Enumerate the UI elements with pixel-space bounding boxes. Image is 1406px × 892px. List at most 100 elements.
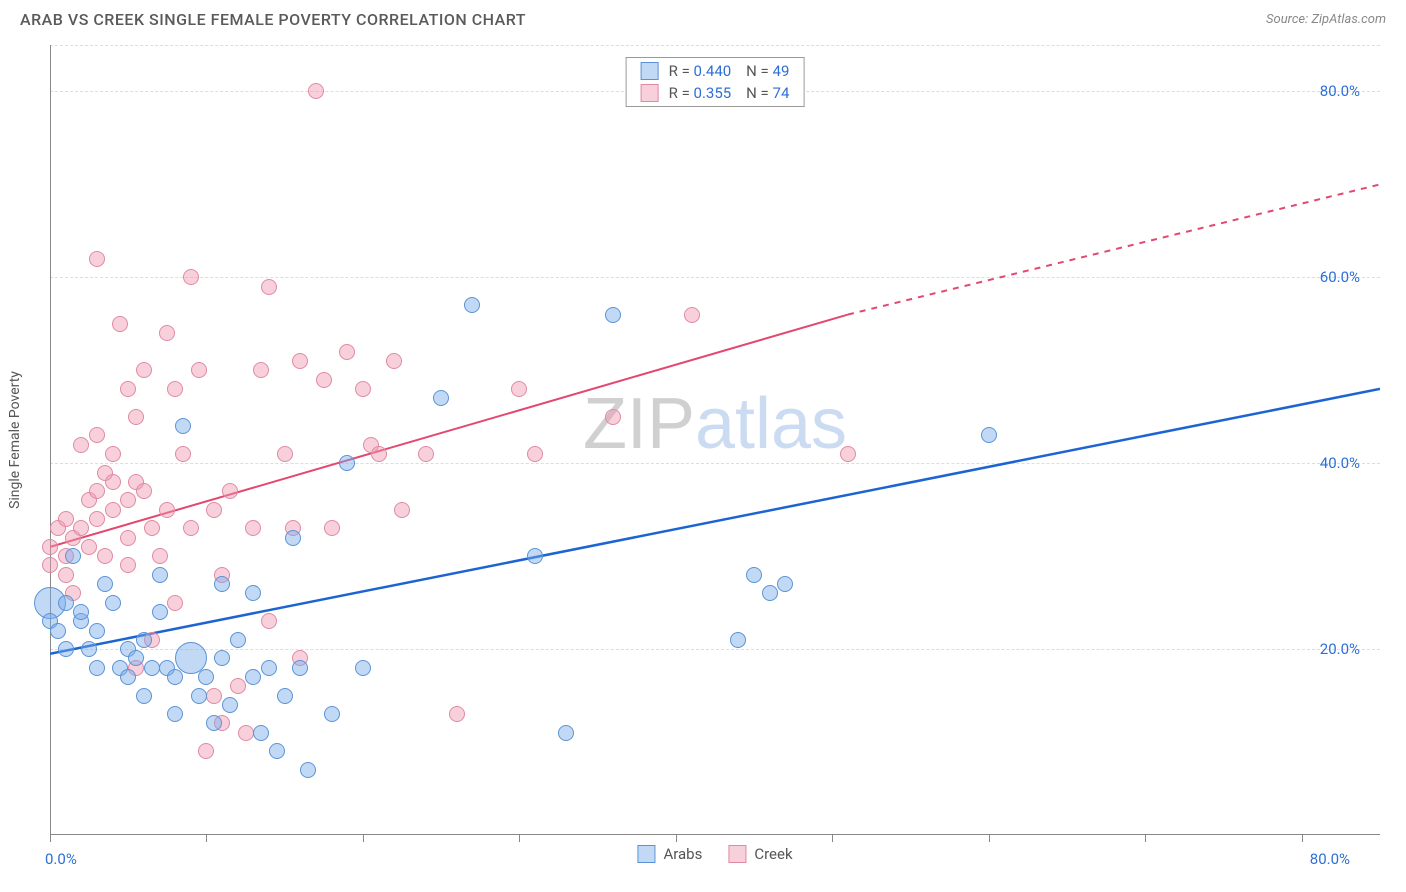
- arabs-point: [292, 660, 308, 676]
- creek-point: [511, 381, 527, 397]
- creek-point: [238, 725, 254, 741]
- arabs-point: [152, 604, 168, 620]
- trendlines-svg: [50, 45, 1380, 835]
- creek-point: [253, 362, 269, 378]
- correlation-legend-row-creek: R = 0.355 N = 74: [627, 82, 804, 104]
- creek-point: [42, 539, 58, 555]
- gridline: [50, 463, 1380, 464]
- creek-point: [112, 316, 128, 332]
- creek-point: [136, 362, 152, 378]
- creek-point: [144, 520, 160, 536]
- arabs-point: [175, 418, 191, 434]
- creek-point: [73, 437, 89, 453]
- creek-point: [167, 381, 183, 397]
- creek-point: [222, 483, 238, 499]
- arabs-point: [300, 762, 316, 778]
- creek-point: [159, 502, 175, 518]
- arabs-point: [144, 660, 160, 676]
- x-tick: [519, 834, 520, 842]
- creek-point: [449, 706, 465, 722]
- creek-swatch-icon: [641, 84, 659, 102]
- series-legend: Arabs Creek: [637, 845, 792, 863]
- arabs-point: [73, 604, 89, 620]
- creek-point: [120, 557, 136, 573]
- y-axis-line: [50, 45, 51, 835]
- creek-point: [308, 83, 324, 99]
- series-legend-arabs: Arabs: [637, 845, 702, 863]
- x-tick: [989, 834, 990, 842]
- arabs-point: [89, 623, 105, 639]
- creek-point: [339, 344, 355, 360]
- creek-point: [58, 567, 74, 583]
- creek-point: [527, 446, 543, 462]
- arabs-point: [981, 427, 997, 443]
- creek-point: [89, 511, 105, 527]
- creek-point: [120, 530, 136, 546]
- creek-n-value[interactable]: 74: [773, 84, 790, 102]
- creek-point: [198, 743, 214, 759]
- gridline: [50, 277, 1380, 278]
- arabs-n-value[interactable]: 49: [773, 62, 790, 80]
- arabs-r-text: R = 0.440 N = 49: [669, 62, 790, 80]
- arabs-point: [81, 641, 97, 657]
- arabs-point: [50, 623, 66, 639]
- creek-point: [261, 279, 277, 295]
- creek-point: [183, 269, 199, 285]
- creek-point: [89, 483, 105, 499]
- creek-point: [206, 688, 222, 704]
- arabs-point: [222, 697, 238, 713]
- arabs-point: [527, 548, 543, 564]
- arabs-point: [58, 595, 74, 611]
- creek-point: [120, 381, 136, 397]
- creek-point: [316, 372, 332, 388]
- series-legend-creek: Creek: [728, 845, 792, 863]
- creek-point: [191, 362, 207, 378]
- creek-point: [128, 409, 144, 425]
- y-tick-label: 80.0%: [1320, 82, 1360, 100]
- creek-point: [324, 520, 340, 536]
- arabs-series-label: Arabs: [663, 845, 702, 863]
- creek-point: [58, 511, 74, 527]
- chart-container: Single Female Poverty ZIPatlas R = 0.440…: [50, 45, 1380, 835]
- x-tick: [50, 834, 51, 842]
- arabs-point: [120, 669, 136, 685]
- x-tick: [206, 834, 207, 842]
- arabs-swatch-icon: [637, 845, 655, 863]
- arabs-point: [605, 307, 621, 323]
- creek-point: [684, 307, 700, 323]
- x-axis-line: [50, 834, 1380, 835]
- arabs-r-value[interactable]: 0.440: [694, 62, 732, 80]
- arabs-point: [214, 650, 230, 666]
- arabs-point: [777, 576, 793, 592]
- creek-point: [605, 409, 621, 425]
- creek-point: [183, 520, 199, 536]
- y-tick-label: 60.0%: [1320, 268, 1360, 286]
- arabs-point: [128, 650, 144, 666]
- creek-point: [120, 492, 136, 508]
- arabs-point: [433, 390, 449, 406]
- creek-point: [97, 548, 113, 564]
- arabs-point: [58, 641, 74, 657]
- x-tick: [363, 834, 364, 842]
- watermark: ZIPatlas: [583, 383, 847, 465]
- arabs-point: [89, 660, 105, 676]
- arabs-point: [167, 706, 183, 722]
- creek-point: [292, 353, 308, 369]
- arabs-point: [253, 725, 269, 741]
- arabs-point: [558, 725, 574, 741]
- creek-point: [105, 474, 121, 490]
- arabs-point: [245, 585, 261, 601]
- creek-point: [89, 427, 105, 443]
- creek-swatch-icon: [728, 845, 746, 863]
- arabs-point: [277, 688, 293, 704]
- arabs-point: [285, 530, 301, 546]
- arabs-point: [746, 567, 762, 583]
- creek-r-value[interactable]: 0.355: [694, 84, 732, 102]
- creek-point: [42, 557, 58, 573]
- x-tick-label-80: 80.0%: [1310, 850, 1350, 868]
- creek-point: [277, 446, 293, 462]
- arabs-point: [206, 715, 222, 731]
- creek-point: [105, 502, 121, 518]
- x-tick: [1302, 834, 1303, 842]
- arabs-point: [230, 632, 246, 648]
